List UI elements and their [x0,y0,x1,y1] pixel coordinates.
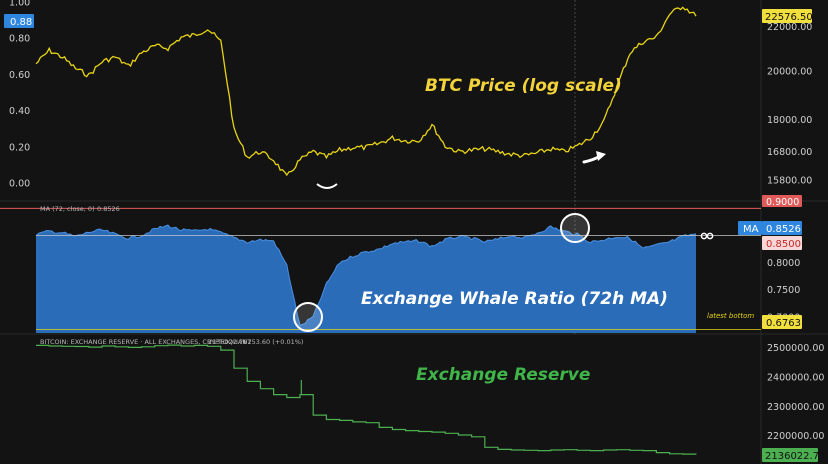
reserve-badge-text: 2136022.70 [765,451,825,462]
price-axis-tick: 18000.00 [767,115,812,126]
infinity-icon [700,232,714,240]
whale-ratio-line [35,224,697,326]
whale-ratio-header-value: 0.8526 [97,205,120,213]
whale-low-highlight-circle [293,302,323,332]
price-chart-title: BTC Price (log scale) [425,76,622,96]
reserve-axis-tick: 2400000.00 [767,373,824,384]
reserve-header-value: 2136022.70 [208,338,247,346]
left-axis-tick: 0.00 [9,179,30,190]
upper-level-badge [762,236,802,250]
whale-ratio-header: MA (72, close, 0) [40,205,95,213]
reserve-axis-tick: 2500000.00 [767,343,824,354]
reserve-axis-tick: 2300000.00 [767,402,824,413]
upper-level-badge-text: 0.8500 [766,239,801,250]
ma-label-badge [738,221,762,235]
lower-level-badge [762,315,802,329]
left-axis-badge-text: 0.88 [10,17,32,28]
ma-value-badge-text: 0.8526 [766,224,801,235]
ratio-axis-tick: 0.7500 [767,285,800,296]
whale-high-highlight-circle [560,213,590,243]
whale-ratio-chart-title: Exchange Whale Ratio (72h MA) [361,289,668,309]
price-axis-tick: 20000.00 [767,66,812,77]
price-badge [762,9,812,23]
price-pane: 1.00 0.80 0.60 0.40 0.20 0.00 22000.00 20000.00… [9,0,812,190]
left-axis-tick: 1.00 [9,0,30,9]
left-axis-tick: 0.40 [9,106,30,117]
bottom-smile-marker [316,183,338,189]
reserve-header-change: +253.60 (+0.01%) [242,338,303,346]
price-series-line [35,6,697,177]
ma-value-badge [762,221,802,235]
reserve-badge [762,448,818,462]
latest-bottom-annotation: latest bottom [707,312,754,320]
red-level-badge-text: 0.9000 [766,197,799,208]
whale-ratio-area [36,225,696,333]
reserve-pane: 2500000.00 2400000.00 2300000.00 2200000.00 [36,343,824,455]
reserve-chart-title: Exchange Reserve [416,365,590,385]
left-axis-badge [4,14,34,28]
reserve-header: BITCOIN: EXCHANGE RESERVE · ALL EXCHANGE… [40,338,251,346]
left-axis-tick: 0.60 [9,70,30,81]
reserve-series-line [36,344,697,455]
red-level-badge [762,195,802,207]
left-axis-tick: 0.80 [9,34,30,45]
lower-level-badge-text: 0.6763 [766,318,801,329]
price-badge-text: 22576.50 [765,12,813,23]
reserve-axis-tick: 2200000.00 [767,431,824,442]
price-axis-tick: 15800.00 [767,176,812,187]
ratio-axis-tick: 0.8000 [767,258,800,269]
price-axis-tick: 16800.00 [767,147,812,158]
left-axis-tick: 0.20 [9,142,30,153]
price-axis-tick: 22000.00 [767,22,812,33]
ma-label-badge-text: MA [743,224,759,235]
arrow-icon [582,151,606,164]
